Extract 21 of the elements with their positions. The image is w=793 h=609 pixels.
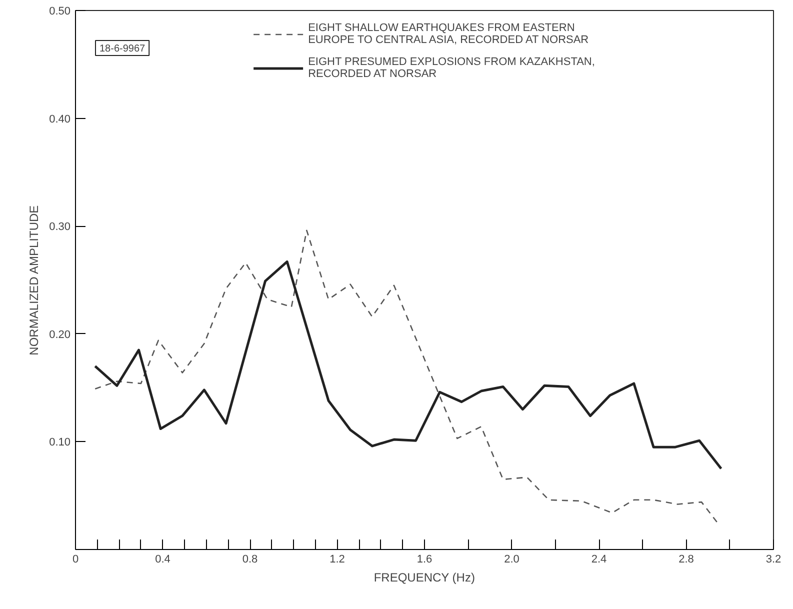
annotation: 18-6-9967 — [100, 44, 146, 54]
x-tick-label: 0 — [72, 554, 79, 566]
x-tick-label: 1.2 — [330, 554, 345, 566]
line-series — [94, 260, 722, 470]
y-tick-label: 0.40 — [49, 113, 71, 126]
x-tick-label: 0.4 — [155, 554, 170, 566]
x-tick-label: 2.4 — [591, 554, 607, 566]
legend-label: EIGHT SHALLOW EARTHQUAKES FROM EASTERN EUROPE TO CENTRAL ASIA, RECORDED AT NORSAR — [308, 22, 589, 46]
y-tick-label: 0.10 — [49, 436, 71, 449]
x-tick-label: 0.8 — [242, 554, 258, 566]
x-tick-label: 2.8 — [678, 554, 694, 566]
y-axis-title: NORMALIZED AMPLITUDE — [27, 205, 42, 356]
y-tick-label: 0.30 — [49, 221, 71, 234]
x-tick-label: 3.2 — [766, 554, 782, 566]
line-series — [94, 230, 720, 526]
y-tick-label: 0.50 — [49, 6, 71, 18]
legend-label: EIGHT PRESUMED EXPLOSIONS FROM KAZAKHSTAN, RECORDED AT NORSAR — [308, 56, 595, 80]
x-tick-label: 1.6 — [416, 554, 432, 566]
y-tick-label: 0.20 — [49, 328, 71, 341]
x-tick-label: 2.0 — [504, 554, 520, 566]
x-axis-title: FREQUENCY (Hz) — [374, 570, 475, 584]
